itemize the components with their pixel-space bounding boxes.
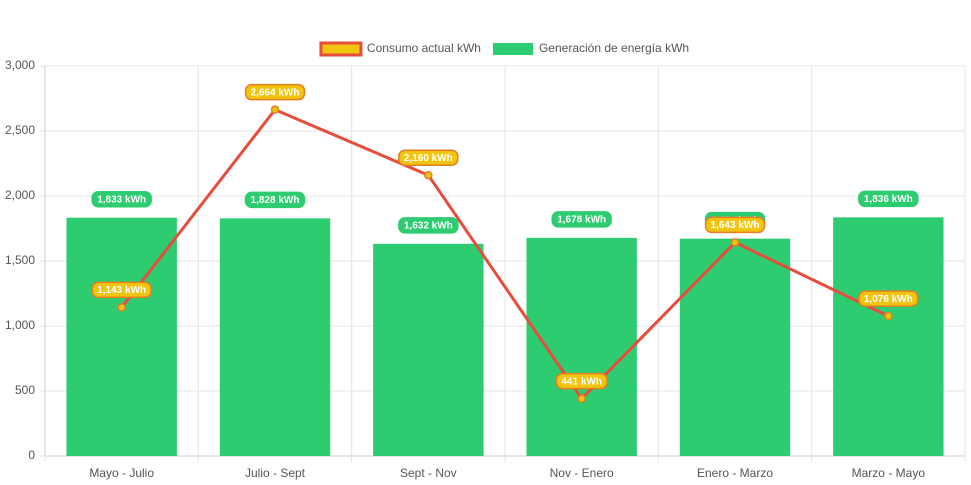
bar [373, 243, 484, 456]
legend-swatch [492, 43, 533, 55]
bar-label: 1,836 kWh [858, 190, 919, 208]
y-tick-label: 2,500 [5, 123, 35, 137]
y-tick-label: 1,500 [5, 253, 35, 267]
x-tick-label: Enero - Marzo [697, 466, 773, 480]
bar [526, 237, 637, 456]
value-label: 1,643 kWh [711, 220, 760, 231]
value-label: 1,828 kWh [251, 195, 300, 206]
bar-label: 1,678 kWh [551, 211, 612, 228]
bar-label: 1,632 kWh [398, 217, 459, 234]
point [117, 303, 126, 312]
bar [219, 218, 331, 456]
label-box [91, 281, 152, 299]
label-box [244, 83, 306, 101]
value-label: 1,076 kWh [864, 294, 913, 305]
point [730, 238, 740, 247]
legend: Consumo actual kWh Generación de energía … [319, 41, 689, 57]
line-label: 2,664 kWh [244, 83, 306, 101]
value-label: 2,160 kWh [404, 153, 453, 164]
x-tick-label: Mayo - Julio [89, 466, 154, 480]
line-label: 2,160 kWh [398, 149, 459, 166]
y-tick-label: 0 [28, 448, 35, 462]
label-box [555, 372, 608, 390]
value-label: 1,632 kWh [404, 220, 453, 231]
value-label: 1,143 kWh [97, 285, 146, 296]
x-tick-label: Julio - Sept [245, 466, 306, 480]
point [424, 170, 433, 180]
label-box [91, 190, 152, 208]
label-box [704, 216, 766, 234]
grid [40, 65, 966, 462]
y-tick-label: 500 [15, 383, 35, 397]
point [270, 105, 280, 114]
bar-label: 1,828 kWh [244, 191, 306, 209]
value-label: 1,833 kWh [97, 194, 146, 205]
y-tick-label: 1,000 [5, 318, 35, 332]
label-box [244, 191, 306, 209]
x-tick-label: Sept - Nov [400, 466, 457, 480]
bar-label: 1,833 kWh [91, 190, 152, 208]
bar [833, 217, 944, 456]
y-tick-label: 2,000 [5, 188, 35, 202]
legend-label: Generación de energía kWh [539, 41, 689, 55]
label-box [398, 217, 459, 234]
value-label: 1,836 kWh [864, 194, 913, 205]
label-box [398, 149, 459, 166]
line [120, 107, 889, 402]
bar [66, 217, 177, 456]
x-tick-label: Nov - Enero [550, 466, 614, 480]
legend-swatch [319, 41, 363, 57]
line-label: 1,643 kWh [704, 216, 766, 234]
bar [679, 238, 791, 456]
value-label: 2,664 kWh [251, 87, 300, 98]
label-box [858, 190, 919, 208]
point [884, 311, 893, 321]
line-label: 441 kWh [555, 372, 608, 390]
line-label: 1,143 kWh [91, 281, 152, 299]
label-box [858, 290, 919, 307]
value-label: 441 kWh [561, 376, 602, 387]
x-tick-label: Marzo - Mayo [852, 466, 926, 480]
y-tick-label: 3,000 [5, 58, 35, 72]
point [577, 394, 586, 403]
legend-label: Consumo actual kWh [367, 41, 481, 55]
line-label: 1,076 kWh [858, 290, 919, 307]
value-label: 1,678 kWh [557, 215, 606, 226]
label-box [551, 211, 612, 228]
